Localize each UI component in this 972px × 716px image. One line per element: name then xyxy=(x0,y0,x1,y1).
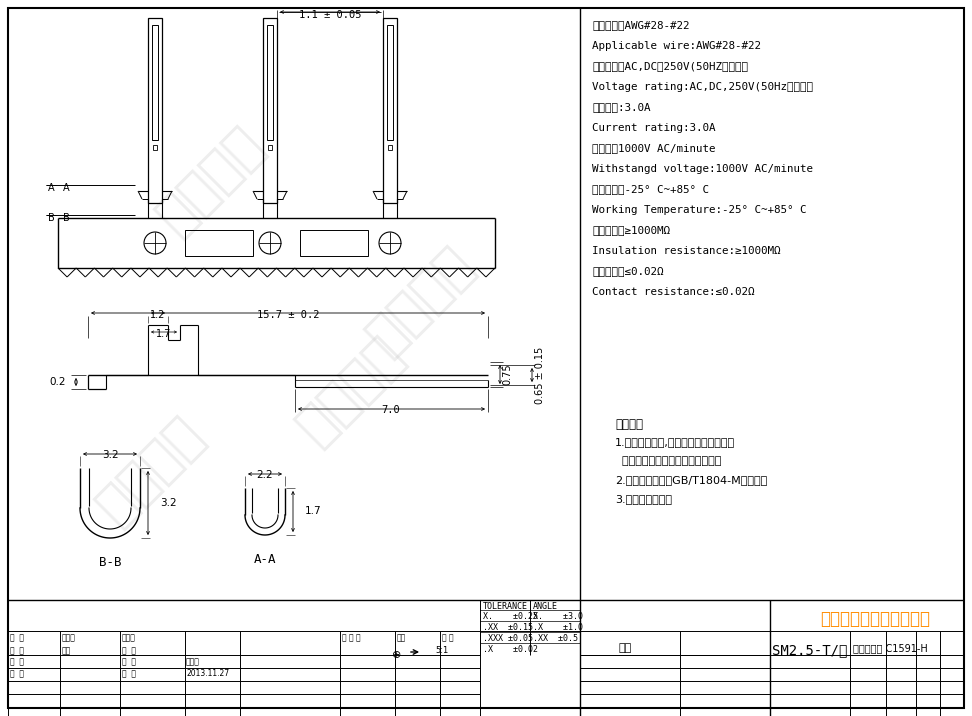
Text: 0.65 ± 0.15: 0.65 ± 0.15 xyxy=(535,347,545,404)
Text: 深圳市珺连电子有限公司: 深圳市珺连电子有限公司 xyxy=(820,610,930,628)
Text: B: B xyxy=(48,213,54,223)
Bar xyxy=(300,230,368,256)
Text: 珺连电子: 珺连电子 xyxy=(147,117,273,243)
Bar xyxy=(388,145,392,150)
Bar xyxy=(185,230,253,256)
Text: 设  计: 设 计 xyxy=(10,633,24,642)
Text: Withstangd voltage:1000V AC/minute: Withstangd voltage:1000V AC/minute xyxy=(592,163,813,173)
Text: 0.75: 0.75 xyxy=(502,363,512,384)
Text: 绝缘电阻：≥1000MΩ: 绝缘电阻：≥1000MΩ xyxy=(592,225,670,235)
Text: TOLERANCE: TOLERANCE xyxy=(483,602,528,611)
Text: Insulation resistance:≥1000MΩ: Insulation resistance:≥1000MΩ xyxy=(592,246,781,256)
Text: A: A xyxy=(63,183,70,193)
Text: ⊕: ⊕ xyxy=(393,650,401,660)
Text: 伍井平: 伍井平 xyxy=(62,633,76,642)
Text: X.    ±0.25: X. ±0.25 xyxy=(483,612,538,621)
Text: 适用线规：AWG#28-#22: 适用线规：AWG#28-#22 xyxy=(592,20,689,30)
Text: 重 量: 重 量 xyxy=(442,633,454,642)
Text: Working Temperature:-25° C~+85° C: Working Temperature:-25° C~+85° C xyxy=(592,205,807,215)
Text: 品名: 品名 xyxy=(618,643,632,653)
Text: 3.表面镀涂：锡銲: 3.表面镀涂：锡銲 xyxy=(615,494,672,504)
Text: 3.2: 3.2 xyxy=(102,450,119,460)
Text: .XX  ±0.15: .XX ±0.15 xyxy=(483,623,533,632)
Text: 珺连电子: 珺连电子 xyxy=(357,237,483,363)
Text: B: B xyxy=(63,213,70,223)
Text: 磐体: 磐体 xyxy=(62,646,71,655)
Text: 审  定: 审 定 xyxy=(122,646,136,655)
Text: 1.7: 1.7 xyxy=(156,329,172,339)
Text: 技术要求: 技术要求 xyxy=(615,418,643,431)
Text: 接触电阻：≤0.02Ω: 接触电阻：≤0.02Ω xyxy=(592,266,664,276)
Bar xyxy=(383,18,397,203)
Text: 2013.11.27: 2013.11.27 xyxy=(186,669,229,678)
Text: B-B: B-B xyxy=(99,556,122,569)
Bar xyxy=(153,145,157,150)
Bar xyxy=(268,145,272,150)
Bar xyxy=(267,25,273,140)
Text: SM2.5-T/公: SM2.5-T/公 xyxy=(773,643,848,657)
Text: 1.1 ± 0.05: 1.1 ± 0.05 xyxy=(298,10,362,20)
Text: A-A: A-A xyxy=(254,553,276,566)
Text: 视图: 视图 xyxy=(397,633,406,642)
Text: 5:1: 5:1 xyxy=(435,646,449,655)
Text: 工作温度：-25° C~+85° C: 工作温度：-25° C~+85° C xyxy=(592,184,709,194)
Text: X.    ±3.0: X. ±3.0 xyxy=(533,612,583,621)
Bar xyxy=(263,18,277,203)
Bar xyxy=(148,18,162,203)
Text: 1.2: 1.2 xyxy=(151,310,165,320)
Text: 校  对: 校 对 xyxy=(10,646,24,655)
Text: .X    ±0.02: .X ±0.02 xyxy=(483,645,538,654)
Text: .XXX ±0.05: .XXX ±0.05 xyxy=(483,634,533,643)
Text: Contact resistance:≤0.02Ω: Contact resistance:≤0.02Ω xyxy=(592,286,754,296)
Text: 1.端子表面平整,无裂纹、毛刺等缺陷；: 1.端子表面平整,无裂纹、毛刺等缺陷； xyxy=(615,437,735,447)
Text: 吴江红: 吴江红 xyxy=(186,657,200,666)
Text: 0.2: 0.2 xyxy=(50,377,66,387)
Text: 额定电压：AC,DC，250V(50HZ有效值）: 额定电压：AC,DC，250V(50HZ有效值） xyxy=(592,61,748,71)
Text: 耐压值：1000V AC/minute: 耐压值：1000V AC/minute xyxy=(592,143,715,153)
Bar xyxy=(387,25,393,140)
Text: 标准化: 标准化 xyxy=(122,633,136,642)
Text: Voltage rating:AC,DC,250V(50Hz有效值）: Voltage rating:AC,DC,250V(50Hz有效值） xyxy=(592,82,813,92)
Text: 7.0: 7.0 xyxy=(382,405,400,415)
Text: 3.2: 3.2 xyxy=(160,498,177,508)
Text: 镀层无氧化、脱落、发黄等现象。: 镀层无氧化、脱落、发黄等现象。 xyxy=(615,456,721,466)
Bar xyxy=(152,25,158,140)
Text: 1.7: 1.7 xyxy=(305,506,322,516)
Text: 额定电流:3.0A: 额定电流:3.0A xyxy=(592,102,650,112)
Text: 珺连电子: 珺连电子 xyxy=(287,327,413,453)
Text: ANGLE: ANGLE xyxy=(533,602,558,611)
Text: 2.未注尺寸公差按GB/T1804-M级执行。: 2.未注尺寸公差按GB/T1804-M级执行。 xyxy=(615,475,767,485)
Text: 图 样 标: 图 样 标 xyxy=(342,633,361,642)
Text: 审  核: 审 核 xyxy=(10,657,24,666)
Text: Current rating:3.0A: Current rating:3.0A xyxy=(592,122,715,132)
Text: 批  准: 批 准 xyxy=(122,657,136,666)
Text: 15.7 ± 0.2: 15.7 ± 0.2 xyxy=(257,310,319,320)
Text: .XX  ±0.5: .XX ±0.5 xyxy=(533,634,578,643)
Text: 珺连电子: 珺连电子 xyxy=(87,407,213,533)
Text: A: A xyxy=(48,183,54,193)
Text: 2.2: 2.2 xyxy=(257,470,273,480)
Text: 材料：磷铜 C1591-H: 材料：磷铜 C1591-H xyxy=(853,643,927,653)
Text: 日  期: 日 期 xyxy=(122,669,136,678)
Text: 工  艺: 工 艺 xyxy=(10,669,24,678)
Text: .X    ±1.0: .X ±1.0 xyxy=(533,623,583,632)
Text: Applicable wire:AWG#28-#22: Applicable wire:AWG#28-#22 xyxy=(592,41,761,51)
